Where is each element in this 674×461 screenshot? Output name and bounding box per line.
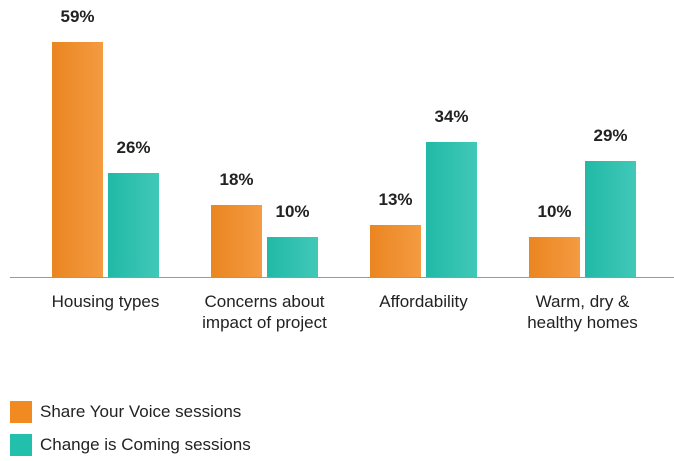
bar — [585, 161, 636, 277]
bar — [529, 237, 580, 277]
legend-label: Change is Coming sessions — [40, 435, 251, 454]
value-label: 59% — [60, 7, 95, 26]
bar — [108, 173, 159, 277]
x-tick-label: Housing types — [51, 292, 160, 311]
legend-swatch — [10, 434, 32, 456]
bar — [426, 141, 477, 277]
value-label: 29% — [593, 126, 628, 146]
x-tick-label: Warm, dry & healthy homes — [527, 292, 638, 332]
value-label: 10% — [537, 202, 572, 222]
legend-swatch — [10, 401, 32, 423]
legend-label: Share Your Voice sessions — [40, 402, 242, 421]
bar — [267, 237, 318, 277]
value-label: 26% — [116, 138, 151, 158]
x-tick-label: Concerns about impact of project — [202, 292, 327, 332]
x-tick-label: Affordability — [379, 292, 468, 311]
bar — [52, 42, 103, 277]
bar — [370, 225, 421, 277]
value-label: 34% — [434, 106, 469, 126]
value-label: 18% — [219, 170, 254, 190]
baseline — [10, 277, 674, 278]
value-label: 10% — [275, 202, 310, 222]
bar — [211, 205, 262, 277]
value-label: 13% — [378, 190, 413, 210]
